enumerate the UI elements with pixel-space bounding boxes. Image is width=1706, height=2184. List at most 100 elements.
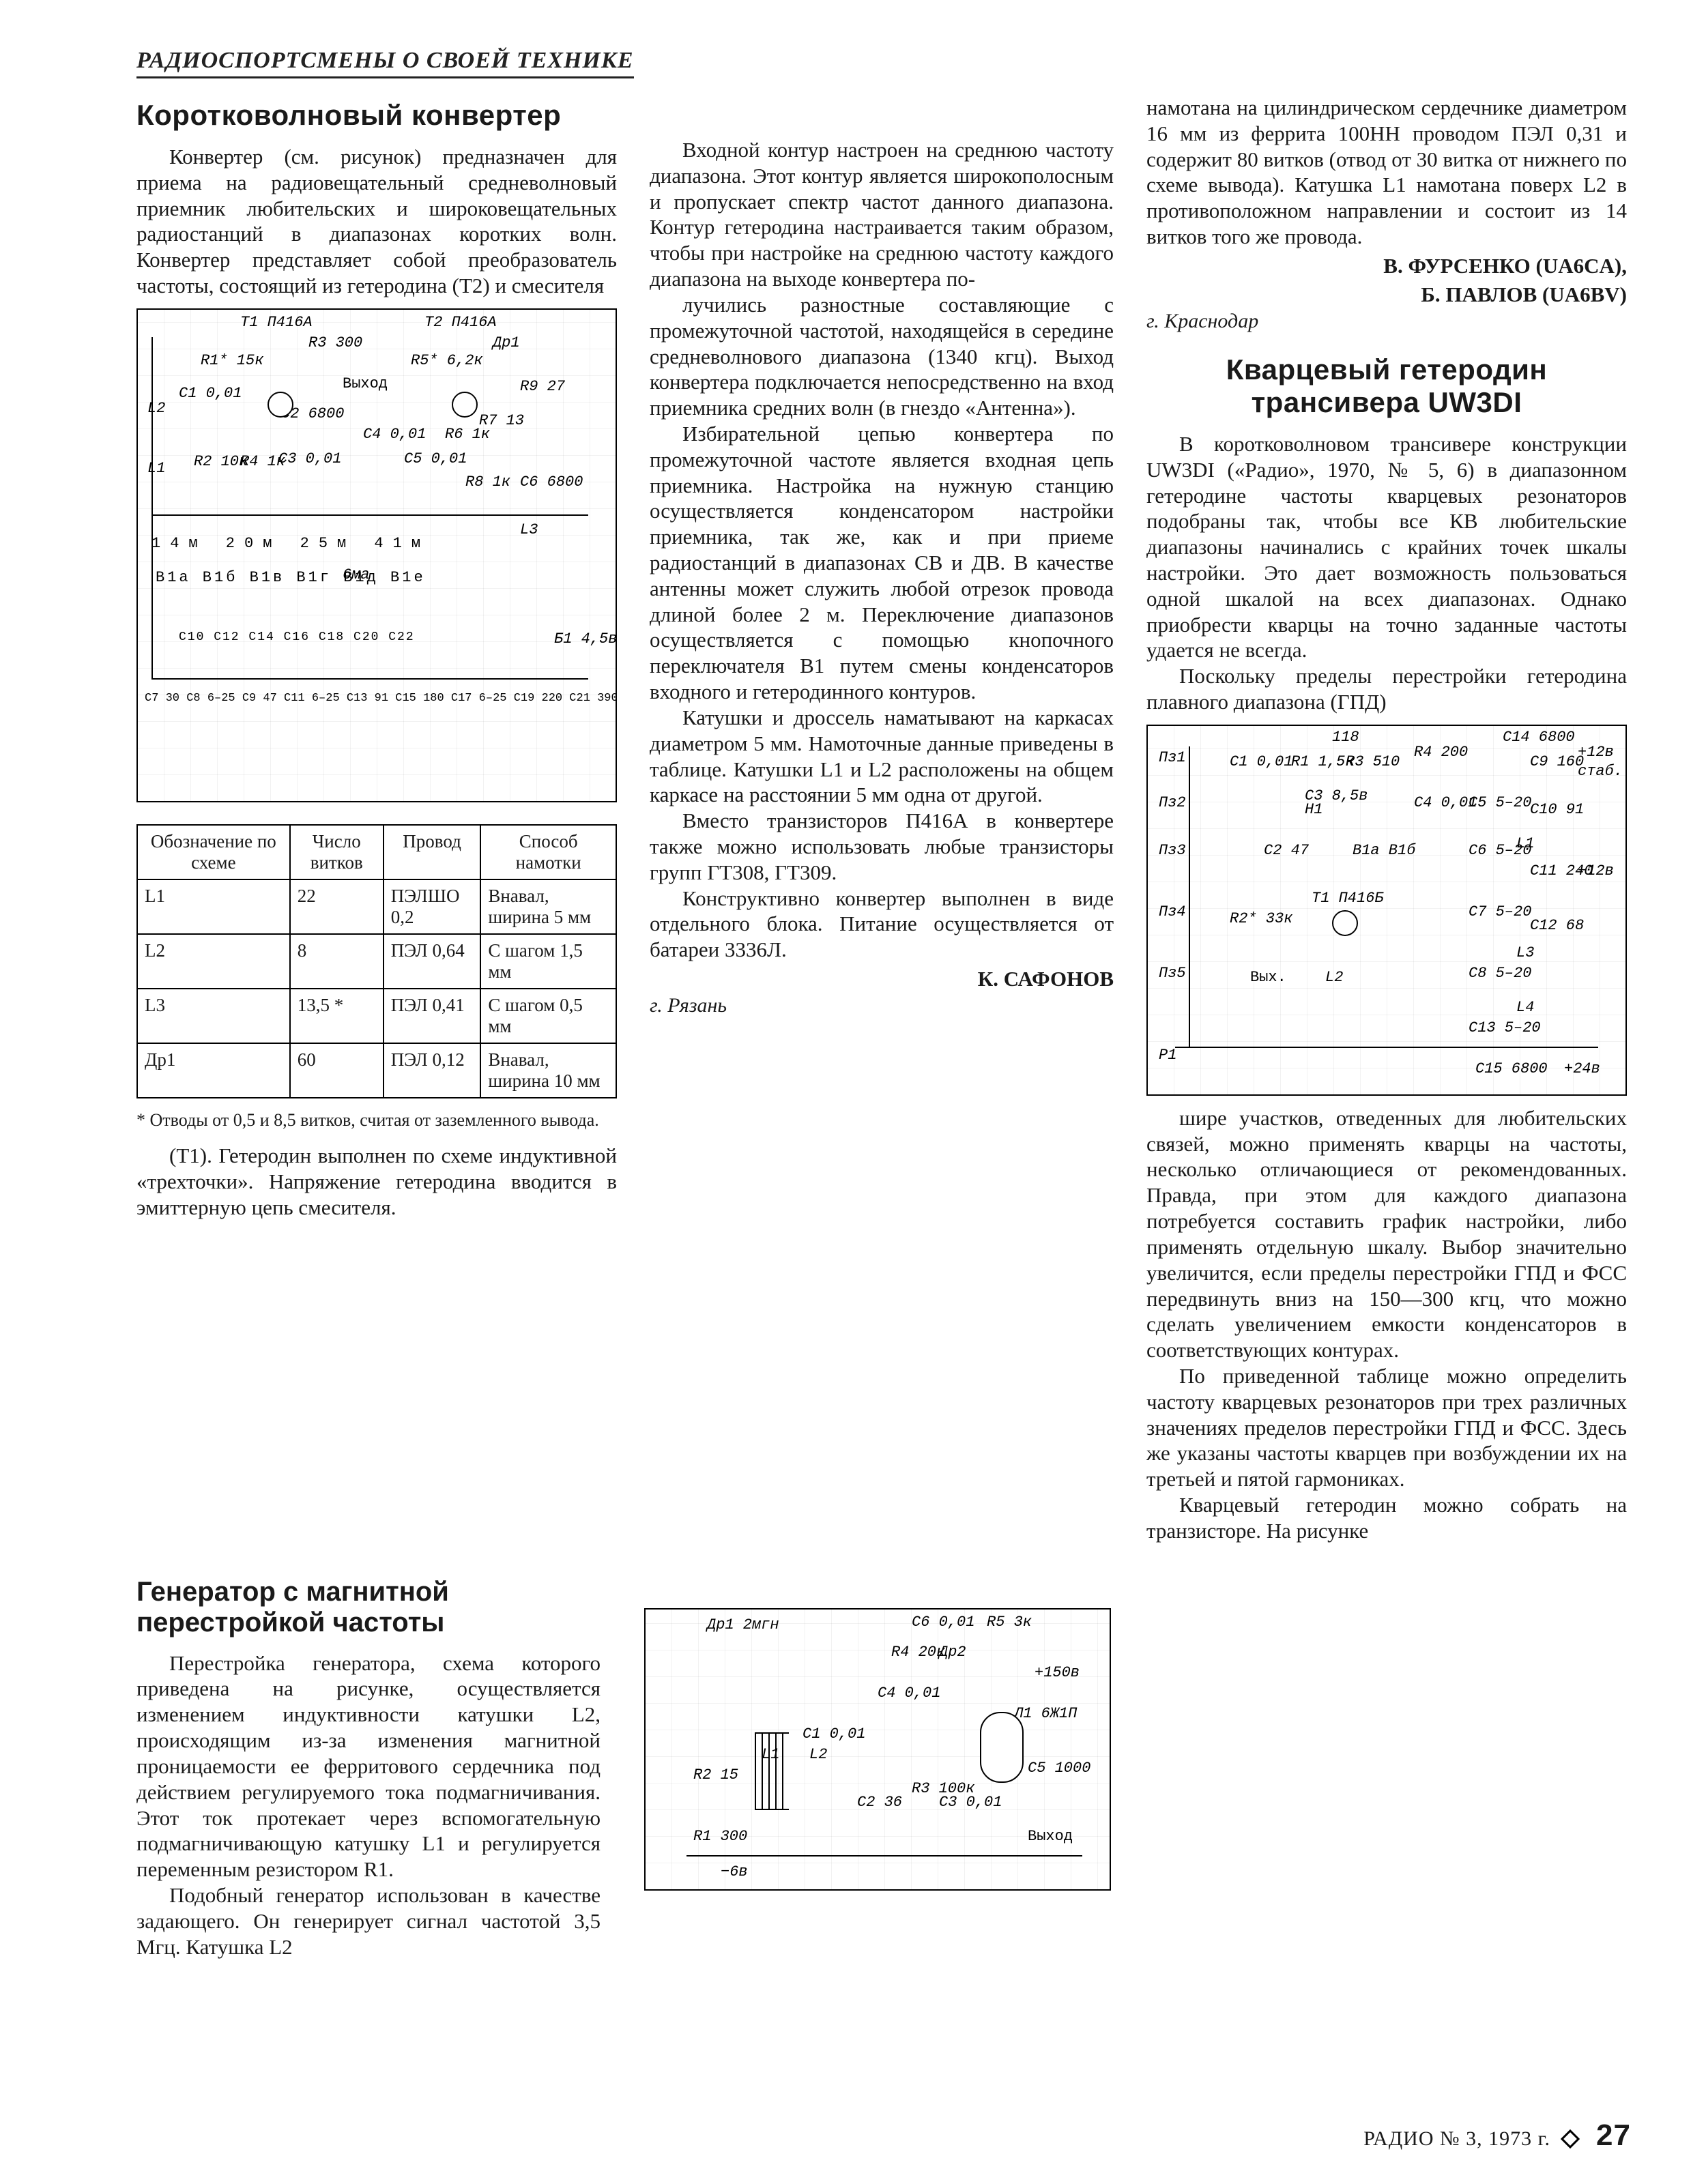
article2-byline1: В. ФУРСЕНКО (UA6CA),: [1146, 254, 1627, 278]
col-mid: Входной контур настроен на среднюю часто…: [650, 95, 1114, 1544]
schem1-c1: C1 0,01: [179, 385, 242, 402]
article2-title: Генератор с магнитной перестройкой часто…: [136, 1577, 601, 1638]
s2-tube-sym: [980, 1712, 1024, 1783]
s3-q1: [1332, 910, 1358, 936]
table-row: L1 22 ПЭЛШО 0,2 Внавал, ширина 5 мм: [137, 879, 616, 934]
s3-bus: [1189, 746, 1190, 1047]
cell: ПЭЛ 0,12: [384, 1043, 481, 1098]
article2-p1: Перестройка генератора, схема которого п…: [136, 1650, 601, 1882]
cell: С шагом 1,5 мм: [480, 934, 616, 989]
article1-schematic: T1 П416А T2 П416А Др1 R1* 15к R3 300 R5*…: [136, 308, 617, 802]
table-row: L2 8 ПЭЛ 0,64 С шагом 1,5 мм: [137, 934, 616, 989]
schem1-r8: R8 1к: [465, 474, 510, 491]
schem1-t2: T2 П416А: [424, 314, 497, 331]
article3-p1: В коротковолновом трансивере конструкции…: [1146, 431, 1627, 663]
s3-l3: L3: [1516, 944, 1534, 961]
cell: 8: [290, 934, 384, 989]
s3-c8: C8 5–20: [1469, 965, 1531, 982]
cell: 22: [290, 879, 384, 934]
s3-c12: C12 68: [1530, 917, 1584, 934]
schem1-r1: R1* 15к: [201, 352, 263, 369]
s2-c1: C1 0,01: [803, 1726, 865, 1743]
wind-h3: Способ намотки: [480, 825, 616, 879]
cell: Внавал, ширина 10 мм: [480, 1043, 616, 1098]
cell: L2: [137, 934, 290, 989]
s3-pz5: Пз5: [1159, 965, 1186, 982]
article3-schematic: 118 C14 6800 C1 0,01 R1 1,5к R3 510 R4 2…: [1146, 725, 1627, 1096]
article3-title: Кварцевый гетеродин трансивера UW3DI: [1146, 353, 1627, 419]
cell: 13,5 *: [290, 989, 384, 1043]
s3-top: 118: [1332, 729, 1359, 746]
top-columns: Коротковолновый конвертер Конвертер (см.…: [136, 95, 1631, 1544]
article1-city: г. Рязань: [650, 994, 1114, 1017]
s3-stab: стаб.: [1578, 763, 1623, 780]
s3-r4: R4 200: [1414, 744, 1468, 761]
s3-r1p: Р1: [1159, 1047, 1176, 1064]
schem1-bat: Б1 4,5в: [554, 630, 617, 647]
cell: L3: [137, 989, 290, 1043]
s3-c9: C9 160: [1530, 753, 1584, 770]
schem1-r9: R9 27: [520, 378, 565, 395]
s2-dr1: Др1 2мгн: [707, 1616, 779, 1633]
schem1-c5: C5 0,01: [404, 450, 467, 467]
s3-pz3: Пз3: [1159, 842, 1186, 859]
s3-rail: [1175, 1047, 1598, 1048]
article3-p5: Кварцевый гетеродин можно собрать на тра…: [1146, 1492, 1627, 1544]
schem1-t1: T1 П416А: [240, 314, 313, 331]
article3-p4: По приведенной таблице можно определить …: [1146, 1363, 1627, 1492]
schem1-r3: R3 300: [308, 334, 362, 351]
schem1-switch: В1а В1б В1в В1г В1д В1е: [156, 569, 426, 586]
wind-h0: Обозначение по схеме: [137, 825, 290, 879]
footer-issue: РАДИО № 3, 1973 г.: [1363, 2127, 1550, 2150]
s2-dr2: Др2: [939, 1644, 966, 1661]
page-number: 27: [1596, 2119, 1631, 2152]
s2-gndrail: [686, 1855, 1082, 1857]
s2-coil: [755, 1732, 789, 1810]
article2-city: г. Краснодар: [1146, 310, 1627, 333]
article3-p2: Поскольку пределы перестройки гетеродина…: [1146, 663, 1627, 715]
article2-p3-top: намотана на цилиндрическом сердечнике ди…: [1146, 95, 1627, 250]
s2-c6: C6 0,01: [912, 1614, 974, 1631]
s2-tube: Л1 6Ж1П: [1014, 1705, 1077, 1722]
s3-c6: C6 5–20: [1469, 842, 1531, 859]
schem1-dr1: Др1: [493, 334, 520, 351]
schem1-l2: L2: [147, 400, 165, 417]
article2-figure: Др1 2мгн C6 0,01 R5 3к R4 20к Др2 +150в …: [633, 1556, 1111, 1960]
article1-p1: Конвертер (см. рисунок) предназначен для…: [136, 144, 617, 299]
schem1-c3: C3 0,01: [278, 450, 341, 467]
schem1-out: Выход: [343, 375, 388, 392]
article1-p-afterfig: (T1). Гетеродин выполнен по схеме индукт…: [136, 1143, 617, 1220]
s2-c5: C5 1000: [1028, 1760, 1090, 1777]
schem1-r5: R5* 6,2к: [411, 352, 483, 369]
schem1-rail2: [151, 678, 588, 680]
schem1-q1: [268, 392, 293, 418]
s2-vn: −6в: [721, 1863, 748, 1880]
s3-r2: R2* 33к: [1230, 910, 1292, 927]
s3-c13: C13 5–20: [1469, 1019, 1541, 1036]
article2-text: Генератор с магнитной перестройкой часто…: [136, 1556, 601, 1960]
s2-r5: R5 3к: [987, 1614, 1032, 1631]
article2-schematic: Др1 2мгн C6 0,01 R5 3к R4 20к Др2 +150в …: [644, 1608, 1111, 1891]
cell: ПЭЛ 0,41: [384, 989, 481, 1043]
article1-title: Коротковолновый конвертер: [136, 99, 617, 132]
schem1-l3: L3: [520, 521, 538, 538]
table-row: L3 13,5 * ПЭЛ 0,41 С шагом 0,5 мм: [137, 989, 616, 1043]
cell: Внавал, ширина 5 мм: [480, 879, 616, 934]
article1-winding-table: Обозначение по схеме Число витков Провод…: [136, 824, 617, 1098]
col-left: Коротковолновый конвертер Конвертер (см.…: [136, 95, 617, 1544]
schem1-l1: L1: [147, 460, 165, 477]
s3-vbat: +24в: [1564, 1060, 1600, 1077]
s3-l4: L4: [1516, 999, 1534, 1016]
s2-r1: R1 300: [693, 1828, 747, 1845]
s3-b1: В1а В1б: [1353, 842, 1415, 859]
schem1-c4: C4 0,01: [363, 426, 426, 443]
wind-h2: Провод: [384, 825, 481, 879]
s3-r1: R1 1,5к: [1291, 753, 1354, 770]
s3-c4: C4 0,01: [1414, 794, 1477, 811]
s3-vm: −12в: [1578, 862, 1614, 879]
schem1-bands: 14м 20м 25м 41м: [151, 535, 430, 552]
s2-r2: R2 15: [693, 1766, 738, 1783]
article2-p2: Подобный генератор использован в качеств…: [136, 1882, 601, 1960]
article1-byline: К. САФОНОВ: [650, 967, 1114, 991]
s2-l2: L2: [809, 1746, 827, 1763]
